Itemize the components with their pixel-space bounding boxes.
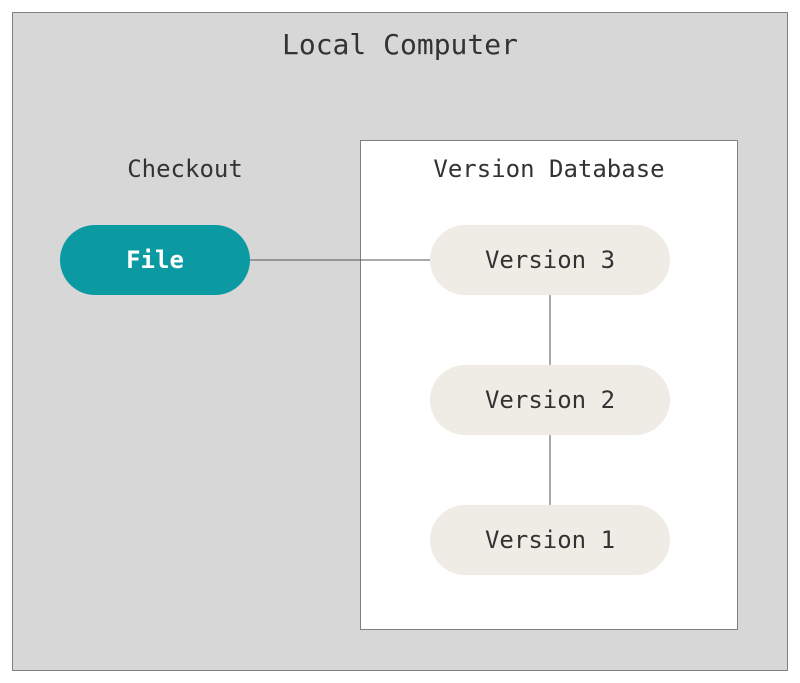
file-node: File [60,225,250,295]
database-title: Version Database [400,155,698,183]
diagram-canvas: Local Computer Checkout Version Database… [0,0,800,683]
version-3-node-label: Version 3 [485,246,615,274]
version-2-node-label: Version 2 [485,386,615,414]
version-3-node: Version 3 [430,225,670,295]
version-1-node-label: Version 1 [485,526,615,554]
outer-title: Local Computer [240,28,560,61]
version-2-node: Version 2 [430,365,670,435]
version-1-node: Version 1 [430,505,670,575]
file-node-label: File [126,246,184,274]
checkout-title: Checkout [85,155,285,183]
